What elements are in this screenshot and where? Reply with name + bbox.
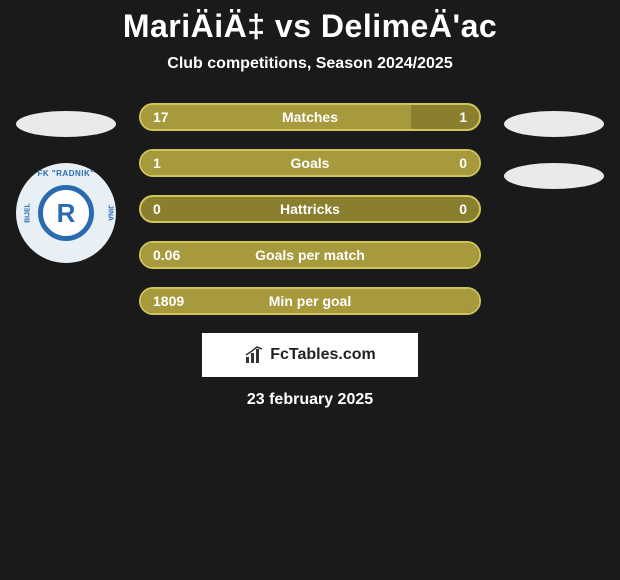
player-photo-placeholder-left	[16, 111, 116, 137]
page-title: MariÄiÄ‡ vs DelimeÄ'ac	[0, 8, 620, 45]
subtitle: Club competitions, Season 2024/2025	[0, 55, 620, 73]
stat-bar: 0.06 Goals per match	[139, 241, 481, 269]
crest-left-text: BIJEL	[24, 203, 31, 223]
comparison-row: FK "RADNIK" BIJEL JINA R 17 1 Matches 1 0 Goa…	[0, 103, 620, 315]
crest-right-text: JINA	[107, 205, 114, 221]
stat-value-left: 0.06	[153, 247, 180, 263]
comparison-card: MariÄiÄ‡ vs DelimeÄ'ac Club competitions…	[0, 0, 620, 409]
left-player-col: FK "RADNIK" BIJEL JINA R	[11, 103, 121, 263]
player-photo-placeholder-right-2	[504, 163, 604, 189]
brand-badge[interactable]: FcTables.com	[202, 333, 418, 377]
stat-value-left: 1809	[153, 293, 184, 309]
chart-icon	[244, 345, 264, 365]
stat-label: Goals per match	[255, 247, 365, 263]
stat-value-left: 0	[153, 201, 161, 217]
date-line: 23 february 2025	[247, 391, 373, 409]
crest-letter: R	[38, 185, 94, 241]
stat-label: Hattricks	[280, 201, 340, 217]
stat-bar: 1 0 Goals	[139, 149, 481, 177]
stat-value-left: 1	[153, 155, 161, 171]
stat-bar-left-fill	[141, 105, 411, 129]
stat-value-left: 17	[153, 109, 169, 125]
stat-bar: 17 1 Matches	[139, 103, 481, 131]
stat-value-right: 0	[459, 201, 467, 217]
footer: FcTables.com 23 february 2025	[0, 333, 620, 409]
stat-bar: 0 0 Hattricks	[139, 195, 481, 223]
stat-label: Goals	[291, 155, 330, 171]
club-crest-left: FK "RADNIK" BIJEL JINA R	[16, 163, 116, 263]
stat-bar: 1809 Min per goal	[139, 287, 481, 315]
right-player-col	[499, 103, 609, 215]
player-photo-placeholder-right-1	[504, 111, 604, 137]
stat-value-right: 1	[459, 109, 467, 125]
stat-value-right: 0	[459, 155, 467, 171]
crest-top-text: FK "RADNIK"	[16, 169, 116, 178]
brand-text: FcTables.com	[270, 346, 376, 364]
stat-label: Min per goal	[269, 293, 351, 309]
stat-label: Matches	[282, 109, 338, 125]
stat-bars: 17 1 Matches 1 0 Goals 0 0 Hattricks 0.06 Goals pe…	[139, 103, 481, 315]
